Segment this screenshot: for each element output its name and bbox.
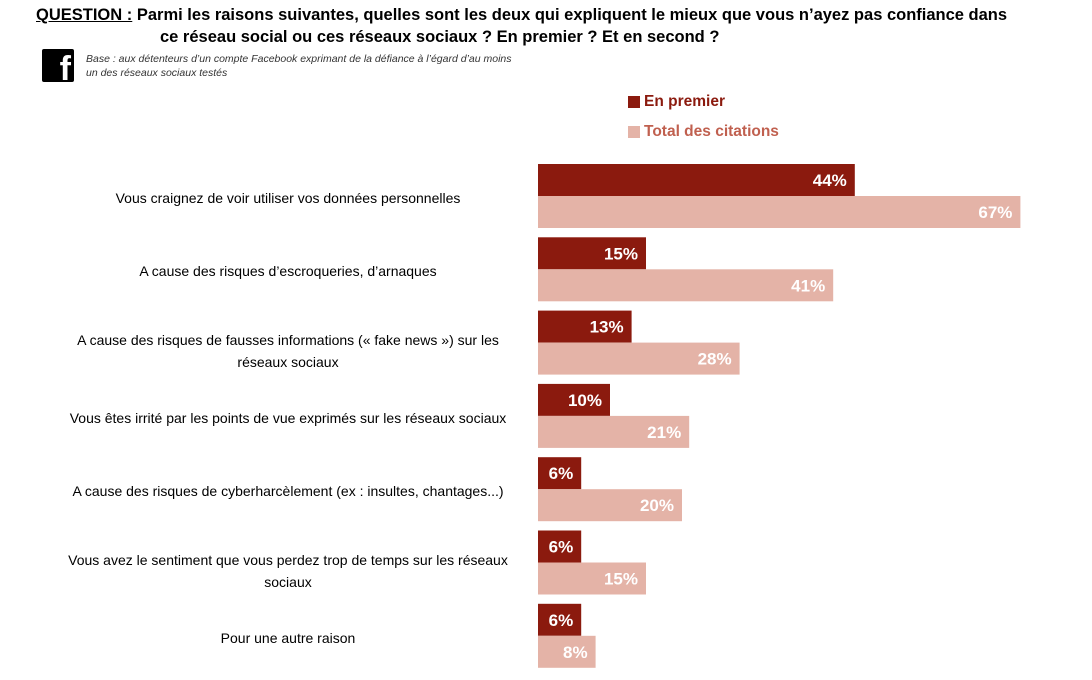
bar-label-en-premier-0: 44% [813,171,847,190]
legend-swatch-total [628,126,640,138]
bar-label-total-3: 21% [647,423,681,442]
category-label-1: A cause des risques d’escroqueries, d’ar… [139,263,437,280]
legend-label-total: Total des citations [644,123,779,140]
question-text: QUESTION : Parmi les raisons suivantes, … [36,4,1086,48]
base-note: Base : aux détenteurs d’un compte Facebo… [86,53,512,79]
bar-label-total-0: 67% [978,203,1012,222]
bar-label-en-premier-5: 6% [549,538,574,557]
question-line-1: Parmi les raisons suivantes, quelles son… [136,6,1008,24]
category-label-4: A cause des risques de cyberharcèlement … [72,483,504,500]
question-label: QUESTION : [36,6,133,24]
bar-label-en-premier-1: 15% [604,244,638,263]
question-line-2: ce réseau social ou ces réseaux sociaux … [160,28,720,46]
facebook-icon: f [42,49,74,82]
category-label-0: Vous craignez de voir utiliser vos donné… [115,190,461,206]
category-label-2: A cause des risques de fausses informati… [77,331,499,370]
bar-en-premier-2 [538,310,632,343]
bar-en-premier-1 [538,237,646,270]
bar-label-total-4: 20% [640,496,674,515]
bar-en-premier-4 [538,457,582,490]
bar-total-0 [538,196,1021,228]
bar-label-total-2: 28% [698,350,732,369]
category-label-6: Pour une autre raison [220,629,356,646]
category-label-3: Vous êtes irrité par les points de vue e… [69,409,507,426]
bar-en-premier-3 [538,383,610,416]
chart-legend: En premier Total des citations [628,88,779,148]
legend-item-total: Total des citations [628,118,779,146]
bar-total-6 [538,635,596,668]
bar-total-5 [538,562,646,595]
bar-total-2 [538,342,740,375]
legend-label-en-premier: En premier [644,93,725,110]
bar-total-3 [538,415,690,448]
legend-item-en-premier: En premier [628,88,779,116]
bar-en-premier-6 [538,603,582,636]
bar-label-total-1: 41% [791,276,825,295]
bar-total-1 [538,269,834,302]
bar-label-en-premier-2: 13% [590,318,624,337]
category-label-5: Vous avez le sentiment que vous perdez t… [68,551,508,590]
bar-label-en-premier-3: 10% [568,391,602,410]
bar-total-4 [538,489,682,522]
bar-label-total-6: 8% [563,643,588,662]
bar-en-premier-0 [538,164,855,196]
legend-swatch-en-premier [628,96,640,108]
bar-label-en-premier-6: 6% [549,611,574,630]
bar-en-premier-5 [538,530,582,563]
bar-label-total-5: 15% [604,570,638,589]
bar-label-en-premier-4: 6% [549,464,574,483]
